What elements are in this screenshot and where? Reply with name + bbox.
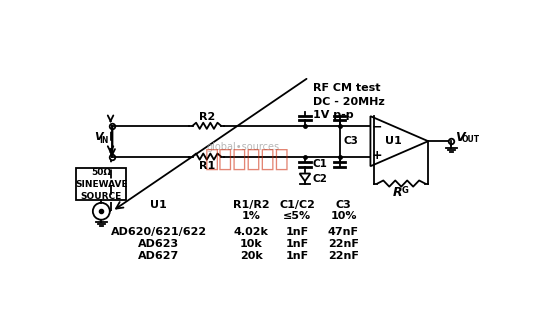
Text: 电子工程专辑: 电子工程专辑 [205, 147, 290, 171]
Text: −: − [371, 121, 382, 134]
Text: C3: C3 [336, 201, 351, 210]
Text: RF CM test
DC - 20MHz
1V p-p: RF CM test DC - 20MHz 1V p-p [312, 83, 384, 120]
Text: G: G [402, 186, 408, 195]
Text: 1nF: 1nF [285, 239, 309, 249]
Text: R: R [393, 186, 402, 199]
Text: C1: C1 [312, 159, 328, 169]
Text: 10k: 10k [240, 239, 262, 249]
Text: 22nF: 22nF [328, 239, 359, 249]
Text: ≤5%: ≤5% [283, 211, 311, 221]
Text: R2: R2 [199, 112, 215, 122]
Text: global•sources: global•sources [207, 141, 280, 152]
Text: AD620/621/622: AD620/621/622 [111, 227, 207, 237]
Text: 50Ω
SINEWAVE
SOURCE: 50Ω SINEWAVE SOURCE [75, 168, 128, 201]
Text: U1: U1 [385, 136, 402, 146]
Text: 10%: 10% [330, 211, 357, 221]
Text: 1nF: 1nF [285, 227, 309, 237]
Text: V: V [455, 131, 465, 144]
Text: C3: C3 [343, 136, 359, 146]
Text: V: V [94, 132, 103, 142]
Text: 1nF: 1nF [285, 251, 309, 261]
Text: OUT: OUT [462, 135, 480, 144]
Text: 1%: 1% [241, 211, 261, 221]
Text: AD627: AD627 [138, 251, 179, 261]
Text: 20k: 20k [240, 251, 262, 261]
Text: R1/R2: R1/R2 [233, 201, 270, 210]
FancyBboxPatch shape [76, 168, 126, 201]
Text: AD623: AD623 [138, 239, 179, 249]
Text: +: + [371, 149, 382, 162]
Text: IN: IN [100, 136, 109, 145]
Text: C2: C2 [312, 174, 328, 184]
Text: U1: U1 [150, 201, 167, 210]
Text: 4.02k: 4.02k [234, 227, 268, 237]
Text: R1: R1 [199, 161, 215, 171]
Text: 22nF: 22nF [328, 251, 359, 261]
Text: C1/C2: C1/C2 [279, 201, 315, 210]
Text: 47nF: 47nF [328, 227, 359, 237]
